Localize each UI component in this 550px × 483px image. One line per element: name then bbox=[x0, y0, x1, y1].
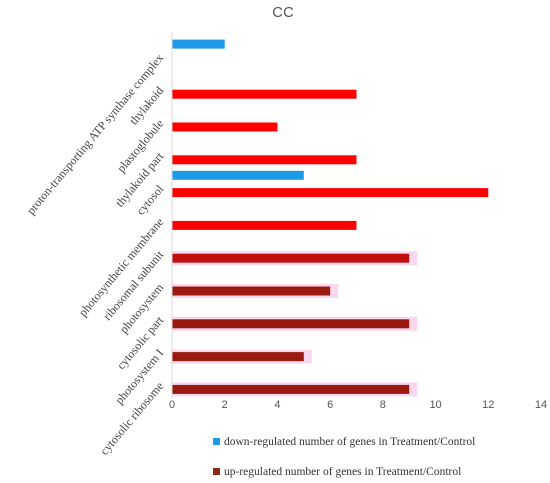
x-tick-label: 10 bbox=[429, 399, 441, 411]
bar-up bbox=[172, 188, 489, 198]
chart-title: CC bbox=[272, 4, 294, 21]
bar-down bbox=[172, 170, 304, 180]
bars-layer bbox=[172, 39, 489, 394]
x-tick-label: 4 bbox=[274, 399, 280, 411]
x-tick-label: 2 bbox=[222, 399, 228, 411]
x-tick-label: 0 bbox=[169, 399, 175, 411]
category-labels: proton-transporting ATP synthase complex… bbox=[24, 51, 167, 458]
bar-down bbox=[172, 39, 225, 49]
bar-up bbox=[172, 220, 357, 230]
legend-up-swatch bbox=[213, 468, 220, 475]
x-tick-label: 6 bbox=[327, 399, 333, 411]
bar-up bbox=[172, 352, 304, 362]
bar-up bbox=[172, 155, 357, 165]
bar-up bbox=[172, 253, 410, 263]
x-tick-labels: 0 2 4 6 8 10 12 14 bbox=[169, 399, 547, 411]
bar-up bbox=[172, 384, 410, 394]
legend-down-label: down-regulated number of genes in Treatm… bbox=[224, 436, 475, 448]
legend: down-regulated number of genes in Treatm… bbox=[213, 436, 475, 478]
x-tick-label: 8 bbox=[380, 399, 386, 411]
bar-up bbox=[172, 89, 357, 99]
legend-down-swatch bbox=[213, 438, 220, 445]
bar-up bbox=[172, 286, 331, 296]
x-tick-label: 12 bbox=[482, 399, 494, 411]
bar-up bbox=[172, 122, 278, 132]
legend-up-label: up-regulated number of genes in Treatmen… bbox=[224, 466, 461, 478]
x-tick-label: 14 bbox=[535, 399, 547, 411]
bar-up bbox=[172, 319, 410, 329]
